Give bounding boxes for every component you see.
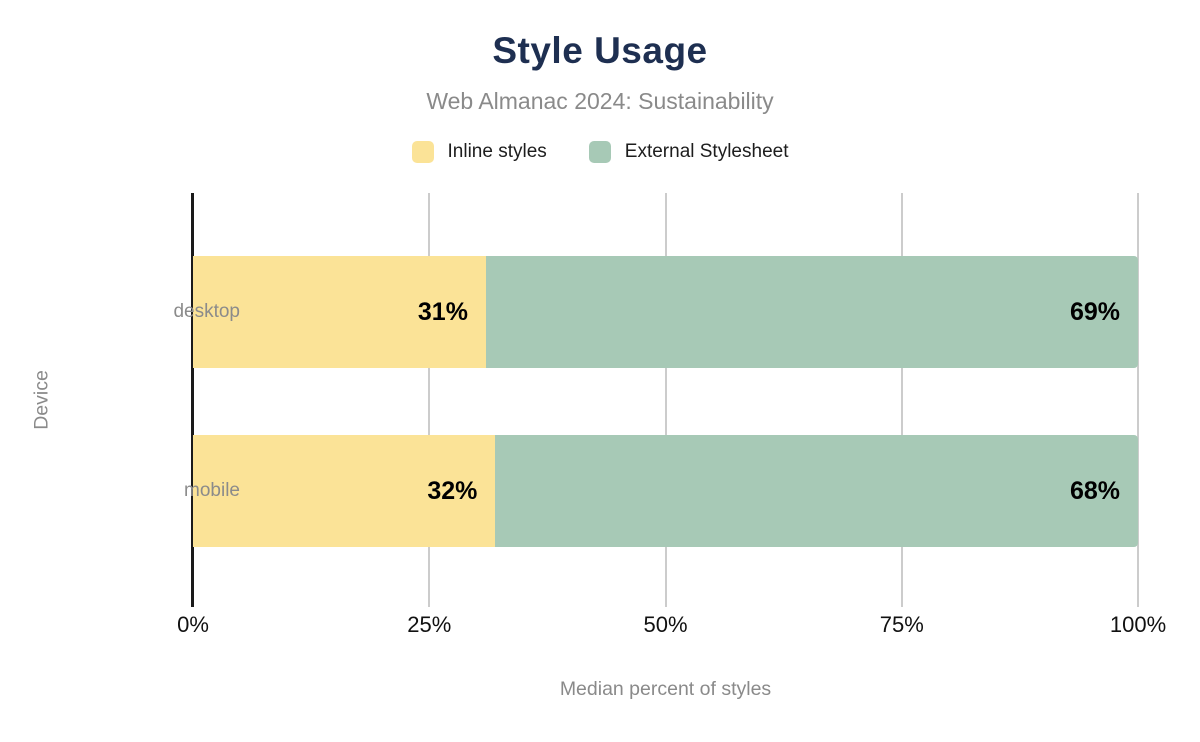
legend-swatch-icon	[411, 141, 434, 163]
bar-value-label: 68%	[1069, 476, 1120, 505]
bar-row-desktop: 31% 69%	[193, 256, 1138, 368]
gridline-50%	[664, 193, 667, 607]
gridline-75%	[900, 193, 903, 607]
x-tick-label-25%: 25%	[407, 612, 452, 637]
y-axis-line	[191, 193, 194, 607]
bar-segment-desktop-external-stylesheet[interactable]: 69%	[485, 256, 1138, 368]
gridline-25%	[428, 193, 431, 607]
x-tick-label-0%: 0%	[177, 612, 209, 637]
chart-legend: Inline styles External Stylesheet	[0, 141, 1200, 163]
bar-value-label: 31%	[417, 297, 468, 326]
bar-value-label: 32%	[427, 476, 478, 505]
chart-subtitle: Web Almanac 2024: Sustainability	[426, 88, 774, 114]
category-label-mobile: mobile	[184, 480, 240, 501]
chart-title: Style Usage	[492, 30, 708, 71]
x-axis-title: Median percent of styles	[559, 678, 772, 700]
x-tick-label-75%: 75%	[879, 612, 924, 637]
bar-segment-desktop-inline-styles[interactable]: 31%	[193, 256, 486, 368]
legend-swatch-icon	[588, 141, 611, 163]
gridline-100%	[1137, 193, 1139, 607]
bar-value-label: 69%	[1069, 297, 1120, 326]
bar-segment-mobile-inline-styles[interactable]: 32%	[193, 435, 496, 547]
plot-area: 0% 25% 50% 75% 100% 31% 69% 32% 68%	[177, 193, 1166, 637]
y-axis-title: Device	[30, 370, 53, 430]
bar-row-mobile: 32% 68%	[193, 435, 1138, 547]
legend-label: External Stylesheet	[624, 141, 789, 162]
x-tick-label-50%: 50%	[643, 612, 688, 637]
legend-item-1[interactable]: External Stylesheet	[588, 141, 789, 163]
legend-item-0[interactable]: Inline styles	[411, 141, 547, 163]
category-label-desktop: desktop	[173, 301, 240, 322]
legend-label: Inline styles	[447, 141, 547, 162]
x-tick-label-100%: 100%	[1109, 612, 1167, 637]
bar-segment-mobile-external-stylesheet[interactable]: 68%	[495, 435, 1138, 547]
